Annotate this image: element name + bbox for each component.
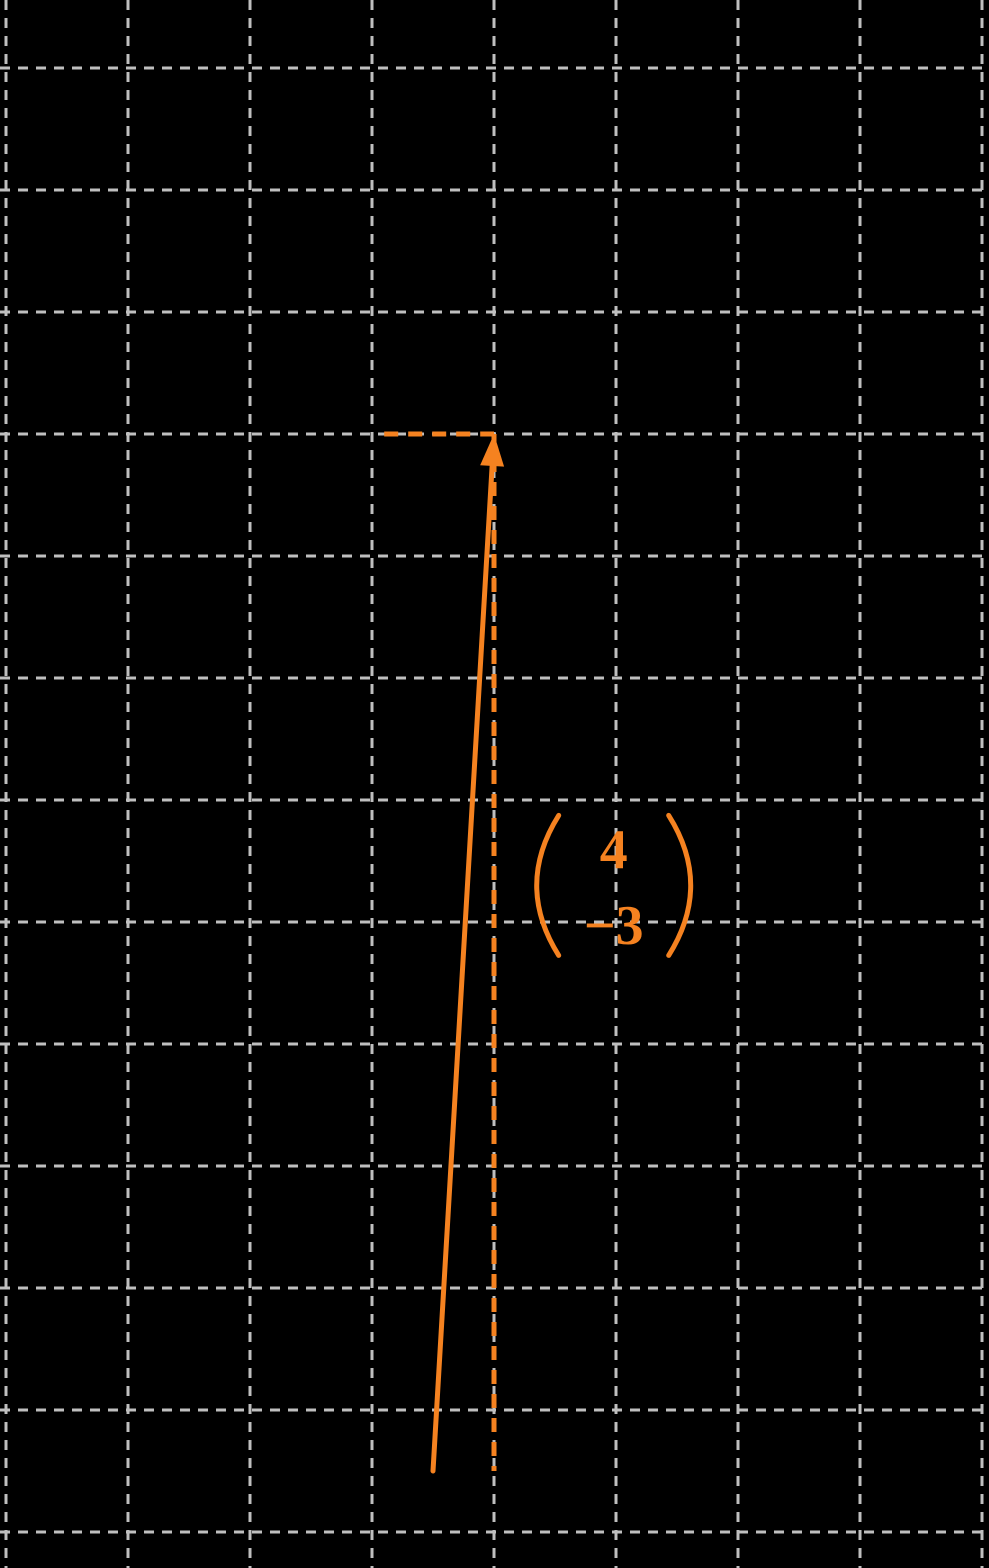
vector-arrow-head xyxy=(480,434,504,467)
label-left-paren xyxy=(537,815,559,955)
vector-label: 4−3 xyxy=(537,815,691,957)
label-top-value: 4 xyxy=(600,819,628,881)
label-bottom-value: −3 xyxy=(584,895,644,957)
coordinate-grid-figure: 4−3 xyxy=(0,0,989,1568)
vector-layer xyxy=(384,434,504,1471)
vector-arrow-shaft xyxy=(433,453,493,1471)
label-right-paren xyxy=(669,815,691,955)
